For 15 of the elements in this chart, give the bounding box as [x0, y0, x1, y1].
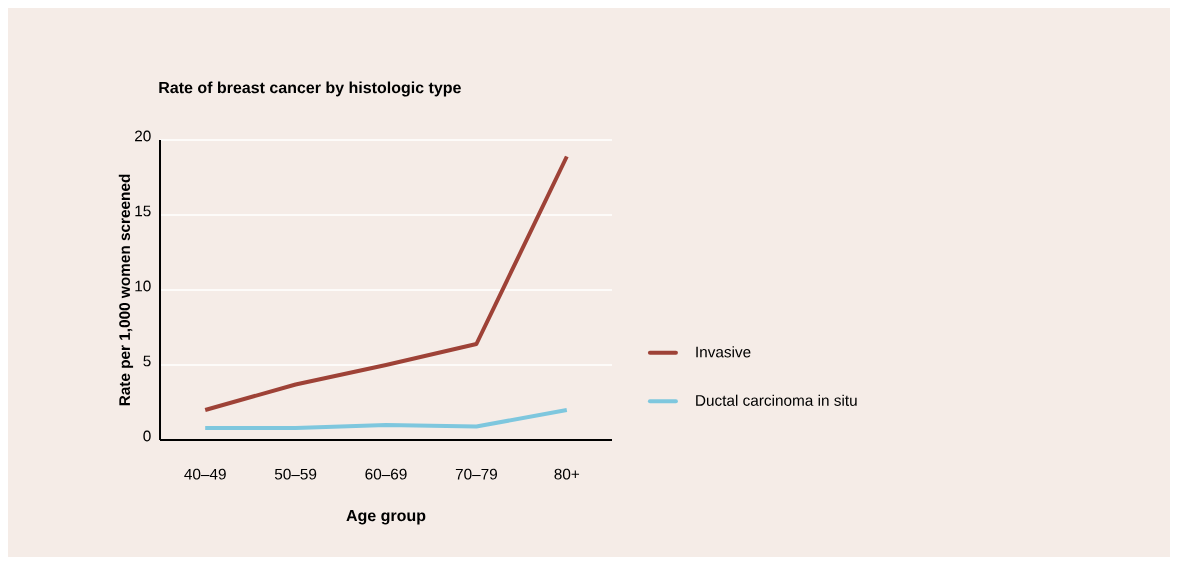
y-tick-label: 15: [135, 205, 151, 217]
x-tick-label: 70–79: [455, 468, 497, 480]
legend-label: Invasive: [696, 346, 751, 358]
legend-label: Ductal carcinoma in situ: [696, 394, 857, 406]
y-axis-title: Rate per 1,000 women screened: [118, 174, 134, 406]
x-tick-label: 50–59: [274, 468, 317, 480]
y-tick-label: 10: [135, 280, 151, 292]
x-tick-label: 60–69: [365, 468, 407, 480]
chart-title: Rate of breast cancer by histologic type: [159, 81, 461, 97]
x-axis-title: Age group: [346, 510, 426, 525]
y-tick-label: 5: [143, 355, 151, 367]
x-tick-label: 40–49: [184, 468, 226, 480]
y-tick-label: 0: [143, 430, 151, 442]
y-tick-label: 20: [135, 130, 151, 142]
x-tick-label: 80+: [554, 468, 580, 480]
